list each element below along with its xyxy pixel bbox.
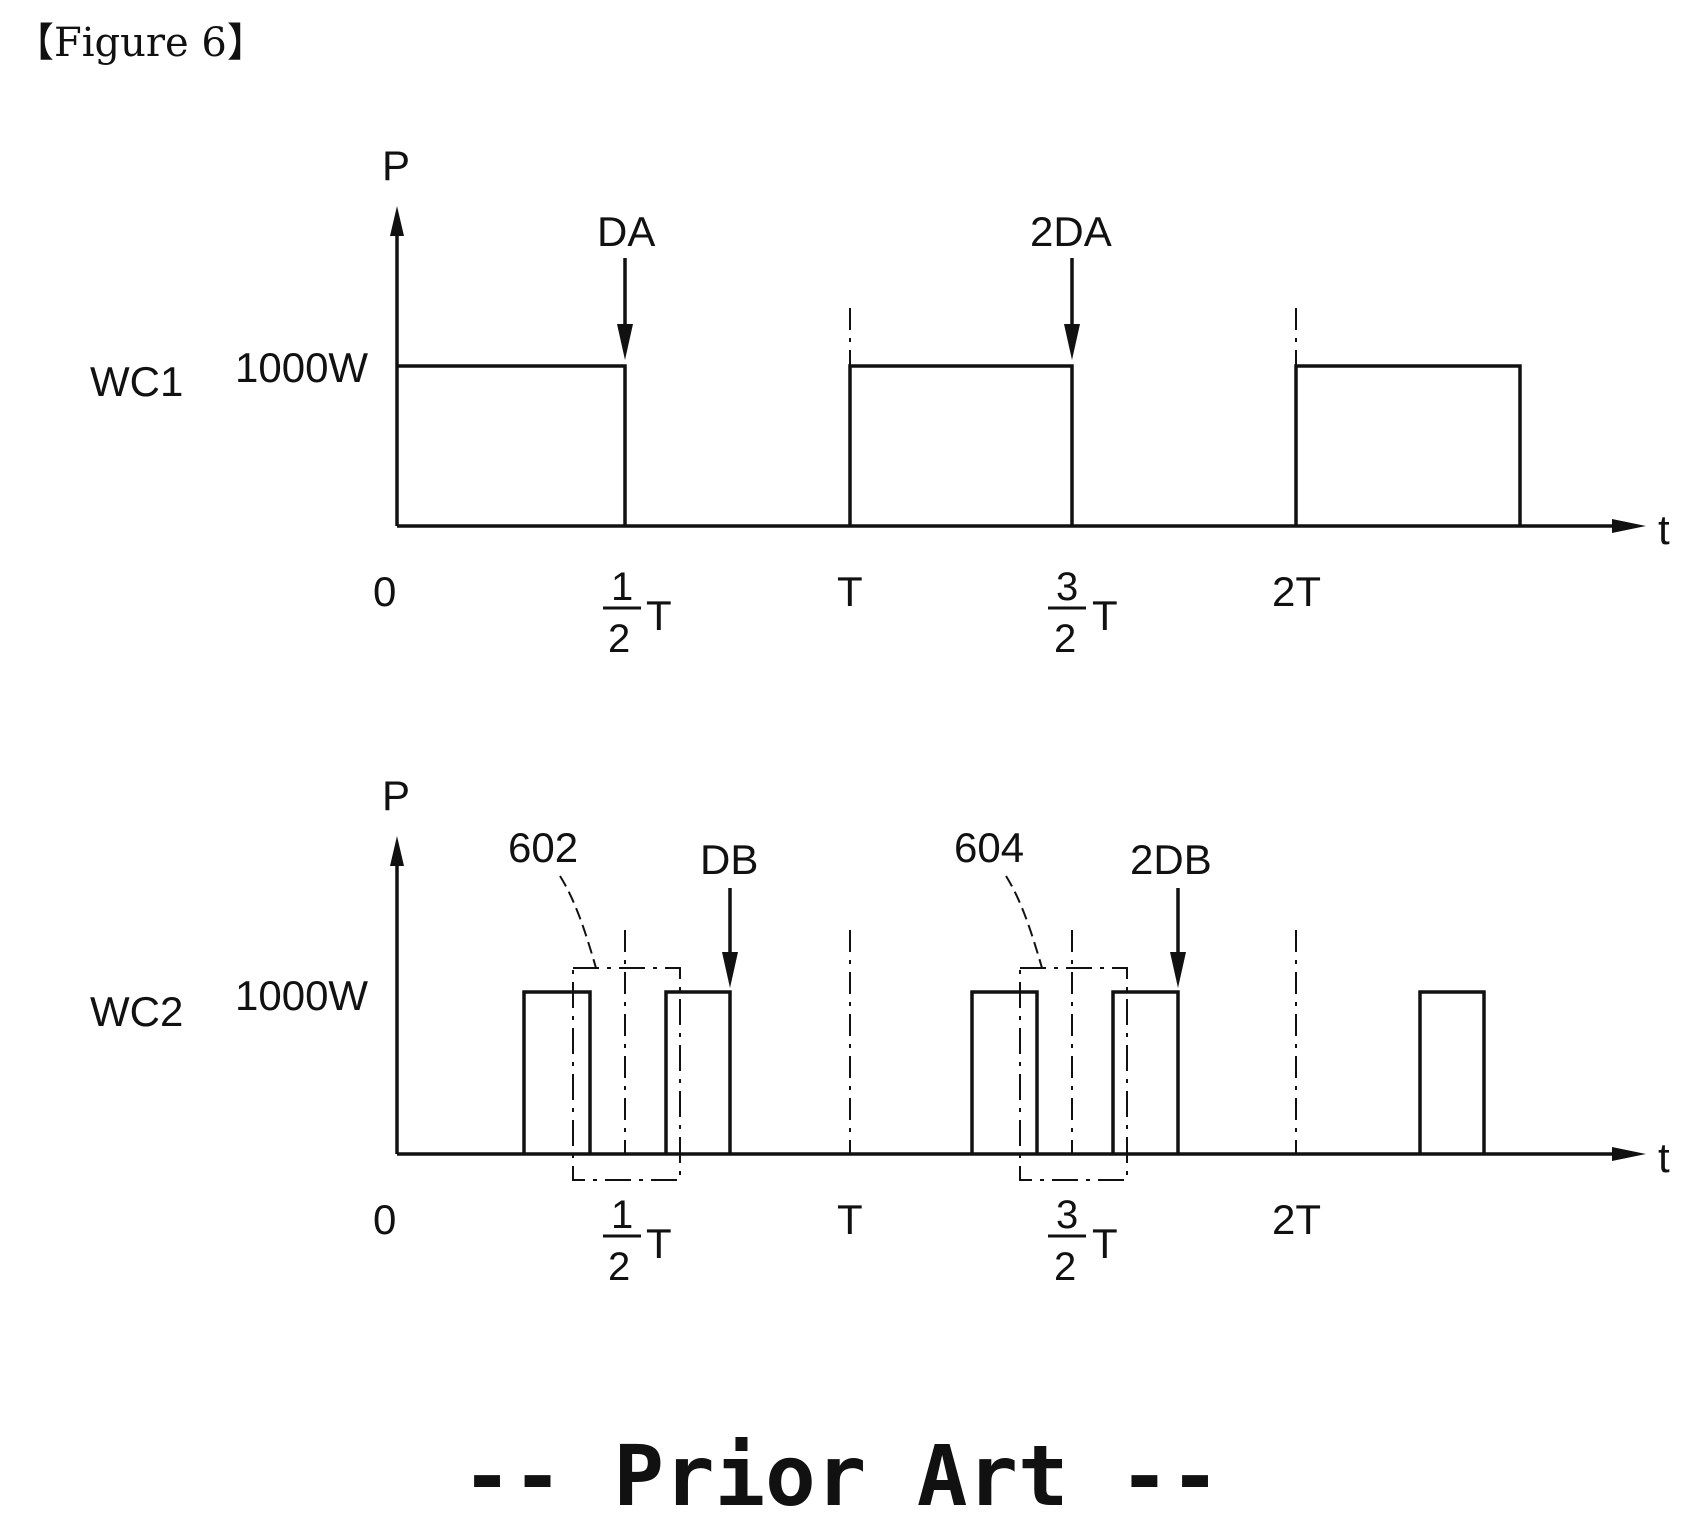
wc2-tick-half: 1 2 T [603,1193,672,1289]
wc1-arrow-2da-label: 2DA [1030,208,1112,255]
wc2-region-604 [1019,967,1128,1181]
wc2-tick-T: T [837,1196,863,1243]
prior-art-footer: -- Prior Art -- [462,1427,1221,1520]
wc1-pulse-2 [848,364,1074,526]
wc1-tick-three-half: 3 2 T [1048,565,1118,661]
wc2-tick-0: 0 [373,1196,396,1243]
wc1-chart: P t WC1 1000W DA 2DA 0 1 2 T T 3 [90,142,1670,661]
wc1-tick-T: T [837,568,863,615]
wc1-pulse-1 [397,364,627,526]
wc1-tick-three-half-num: 3 [1056,565,1078,609]
wc1-x-axis-label: t [1658,506,1670,553]
wc2-pulse-1a [522,990,592,1154]
wc2-region-602 [572,967,681,1181]
wc2-signal-name: WC2 [90,988,183,1035]
wc2-chart: P t WC2 1000W DB 2DB 602 604 [90,772,1670,1289]
wc1-arrow-da-head [617,324,633,360]
wc2-pulse-3 [1418,990,1486,1154]
wc2-tick-three-half-num: 3 [1056,1193,1078,1237]
wc2-tick-half-den: 2 [608,1245,630,1289]
wc1-signal-name: WC1 [90,358,183,405]
figure-label: 【Figure 6】 [14,20,267,66]
wc2-x-axis-label: t [1658,1134,1670,1181]
wc1-y-axis-arrowhead [390,206,404,236]
wc2-tick-half-num: 1 [611,1193,633,1237]
wc2-pulse-2a [970,990,1039,1154]
wc2-ref-604-leader [1005,875,1043,969]
wc2-ref-604: 604 [954,824,1024,871]
wc1-arrow-da-label: DA [597,208,655,255]
wc1-tick-0: 0 [373,568,396,615]
wc1-y-axis-label: P [382,142,410,189]
wc2-tick-three-half-sym: T [1092,1220,1118,1267]
wc1-power-level: 1000W [235,344,368,391]
wc1-tick-three-half-den: 2 [1054,617,1076,661]
wc2-tick-three-half: 3 2 T [1048,1193,1118,1289]
wc2-y-axis-label: P [382,772,410,819]
wc1-tick-half: 1 2 T [603,565,672,661]
wc2-x-axis-arrowhead [1612,1147,1646,1161]
wc1-tick-2T: 2T [1272,568,1321,615]
wc1-tick-three-half-sym: T [1092,592,1118,639]
wc2-ref-602: 602 [508,824,578,871]
wc1-x-axis-arrowhead [1612,519,1646,533]
wc1-tick-half-num: 1 [611,565,633,609]
wc2-tick-three-half-den: 2 [1054,1245,1076,1289]
wc2-arrow-2db-head [1170,952,1186,988]
wc2-y-axis-arrowhead [390,836,404,866]
wc2-arrow-db-label: DB [700,836,758,883]
wc1-tick-half-sym: T [646,592,672,639]
wc2-arrow-2db-label: 2DB [1130,836,1212,883]
wc2-power-level: 1000W [235,972,368,1019]
wc2-arrow-db-head [722,952,738,988]
wc1-pulse-3 [1294,364,1522,526]
wc1-tick-half-den: 2 [608,617,630,661]
wc2-pulse-1b [664,990,732,1154]
wc2-tick-2T: 2T [1272,1196,1321,1243]
wc2-ref-602-leader [559,875,597,969]
wc2-pulse-2b [1111,990,1180,1154]
wc1-arrow-2da-head [1064,324,1080,360]
wc2-tick-half-sym: T [646,1220,672,1267]
